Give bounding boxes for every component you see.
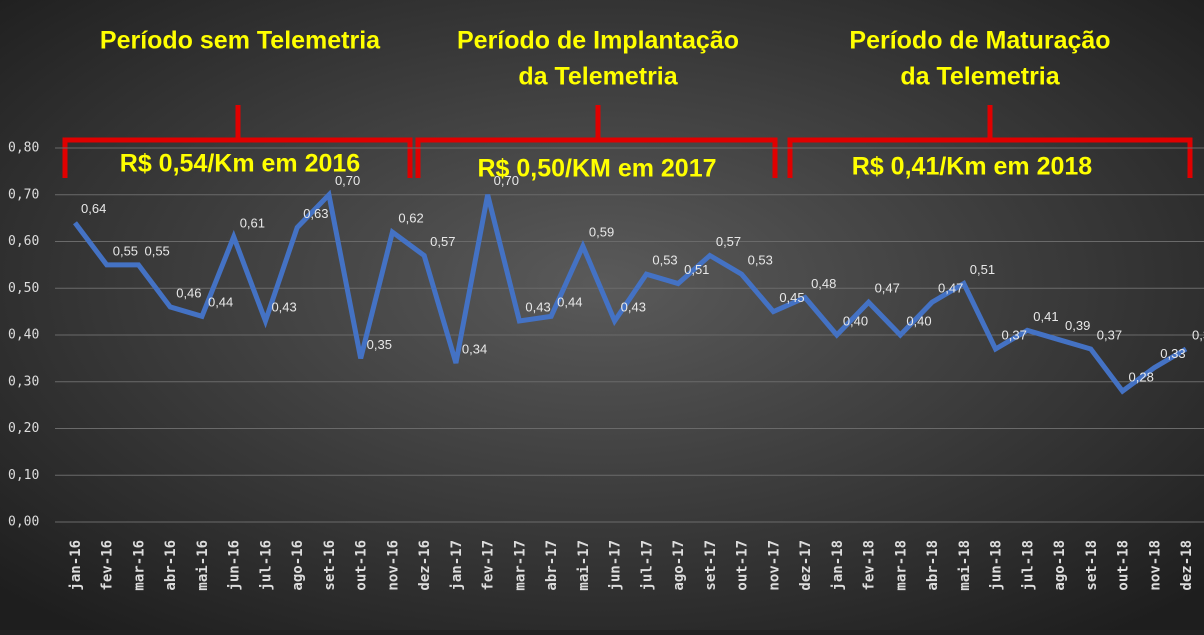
data-label: 0,28 <box>1129 370 1154 385</box>
x-tick-label: abr-18 <box>925 540 941 591</box>
data-label: 0,55 <box>113 243 138 258</box>
data-label: 0,35 <box>367 337 392 352</box>
data-label: 0,40 <box>843 313 868 328</box>
data-label: 0,55 <box>144 243 169 258</box>
data-label: 0,51 <box>970 262 995 277</box>
period-cost: R$ 0,54/Km em 2016 <box>120 150 360 178</box>
data-label: 0,37 <box>1097 327 1122 342</box>
x-tick-label: jun-16 <box>227 540 243 591</box>
x-tick-label: dez-18 <box>1179 540 1195 591</box>
x-tick-label: set-16 <box>322 540 338 591</box>
period-cost: R$ 0,41/Km em 2018 <box>852 153 1093 181</box>
data-label: 0,45 <box>779 290 804 305</box>
x-tick-label: mai-16 <box>195 540 211 591</box>
x-tick-label: mar-17 <box>512 540 528 591</box>
data-label: 0,46 <box>176 285 201 300</box>
data-label: 0,51 <box>684 262 709 277</box>
y-tick-label: 0,00 <box>8 515 39 530</box>
data-label: 0,53 <box>748 253 773 268</box>
x-tick-label: jul-16 <box>258 540 274 591</box>
x-tick-label: abr-16 <box>163 540 179 591</box>
y-tick-label: 0,10 <box>8 468 39 483</box>
data-label: 0,40 <box>906 313 931 328</box>
data-label: 0,37 <box>1192 327 1204 342</box>
x-tick-label: set-17 <box>703 540 719 591</box>
data-label: 0,47 <box>938 281 963 296</box>
y-tick-label: 0,20 <box>8 421 39 436</box>
data-label: 0,41 <box>1033 309 1058 324</box>
x-tick-label: abr-17 <box>544 540 560 591</box>
data-label: 0,43 <box>271 299 296 314</box>
data-label: 0,59 <box>589 225 614 240</box>
x-tick-label: set-18 <box>1084 540 1100 591</box>
period-title: Período sem Telemetria <box>100 27 381 55</box>
bracket <box>415 105 778 178</box>
y-tick-label: 0,40 <box>8 328 39 343</box>
period-cost: R$ 0,50/KM em 2017 <box>477 155 716 183</box>
x-tick-label: mar-18 <box>893 540 909 591</box>
period-title: Período de Implantação <box>457 27 739 55</box>
x-tick-label: jul-17 <box>639 540 655 591</box>
y-tick-label: 0,50 <box>8 281 39 296</box>
bracket <box>62 105 413 178</box>
period-title: Período de Maturação <box>849 27 1110 55</box>
data-label: 0,34 <box>462 341 487 356</box>
x-tick-label: dez-17 <box>798 540 814 591</box>
data-label: 0,70 <box>335 173 360 188</box>
line <box>73 189 1188 395</box>
x-tick-label: jan-18 <box>830 540 846 591</box>
x-tick-label: dez-16 <box>417 540 433 591</box>
data-label: 0,57 <box>716 234 741 249</box>
y-tick-label: 0,30 <box>8 374 39 389</box>
period-title: da Telemetria <box>900 63 1060 91</box>
x-tick-label: out-16 <box>354 540 370 591</box>
x-tick-label: jun-18 <box>989 540 1005 591</box>
data-label: 0,64 <box>81 201 106 216</box>
y-tick-label: 0,60 <box>8 234 39 249</box>
x-tick-label: ago-16 <box>290 540 306 591</box>
bracket <box>787 105 1193 178</box>
brackets <box>62 105 1193 178</box>
data-label: 0,43 <box>621 299 646 314</box>
x-tick-label: nov-17 <box>766 540 782 591</box>
data-label: 0,62 <box>398 211 423 226</box>
x-tick-label: nov-16 <box>385 540 401 591</box>
data-label: 0,37 <box>1002 327 1027 342</box>
x-tick-label: fev-16 <box>100 540 116 591</box>
data-label: 0,57 <box>430 234 455 249</box>
x-tick-label: jan-16 <box>68 540 84 591</box>
y-tick-label: 0,80 <box>8 141 39 156</box>
data-label: 0,33 <box>1160 346 1185 361</box>
x-tick-label: jun-17 <box>608 540 624 591</box>
data-label: 0,44 <box>208 295 233 310</box>
data-label: 0,44 <box>557 295 582 310</box>
data-label: 0,47 <box>875 281 900 296</box>
period-title: da Telemetria <box>518 63 678 91</box>
x-tick-label: mar-16 <box>131 540 147 591</box>
data-label: 0,43 <box>525 299 550 314</box>
x-tick-label: out-17 <box>735 540 751 591</box>
x-tick-label: mai-17 <box>576 540 592 591</box>
x-tick-label: ago-17 <box>671 540 687 591</box>
x-tick-label: fev-18 <box>862 540 878 591</box>
x-tick-label: ago-18 <box>1052 540 1068 591</box>
data-label: 0,63 <box>303 206 328 221</box>
x-tick-label: nov-18 <box>1147 540 1163 591</box>
data-label: 0,61 <box>240 215 265 230</box>
x-tick-label: mai-18 <box>957 540 973 591</box>
data-label: 0,70 <box>494 173 519 188</box>
x-tick-label: out-18 <box>1116 540 1132 591</box>
x-tick-label: fev-17 <box>481 540 497 591</box>
data-label: 0,53 <box>652 253 677 268</box>
x-tick-label: jul-18 <box>1020 540 1036 591</box>
data-label: 0,48 <box>811 276 836 291</box>
y-tick-label: 0,70 <box>8 187 39 202</box>
x-tick-label: jan-17 <box>449 540 465 591</box>
data-label: 0,39 <box>1065 318 1090 333</box>
